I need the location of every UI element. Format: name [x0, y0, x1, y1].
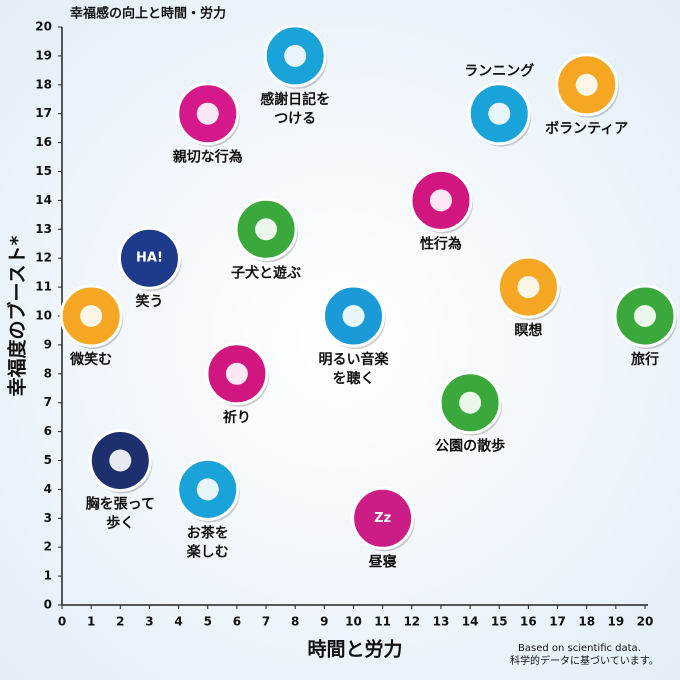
y-tick-label: 0 [44, 598, 52, 612]
x-tick-label: 15 [491, 615, 508, 629]
point-label: を聴く [333, 371, 375, 387]
x-tick-label: 3 [145, 615, 153, 629]
icon-glyph [517, 276, 540, 299]
x-tick-label: 0 [58, 615, 66, 629]
x-tick-label: 13 [433, 615, 450, 629]
point-label: 公園の散歩 [435, 438, 505, 455]
y-tick-label: 5 [44, 453, 52, 467]
icon-glyph [196, 478, 219, 501]
point-label: 明るい音楽 [319, 351, 390, 368]
chart-title: 幸福感の向上と時間・労力 [70, 6, 226, 22]
icon-glyph [284, 44, 307, 67]
x-tick-label: 19 [607, 615, 624, 629]
y-axis-label: 幸福度のブースト* [6, 235, 29, 396]
y-tick-label: 19 [35, 48, 52, 62]
point-label: 子犬と遊ぶ [231, 264, 301, 281]
icon-glyph [80, 305, 103, 327]
y-tick-label: 13 [35, 222, 52, 236]
x-tick-label: 6 [233, 615, 241, 629]
x-tick-label: 8 [291, 615, 299, 629]
y-tick-label: 9 [44, 337, 52, 351]
footnote: Based on scientific data. [518, 643, 641, 654]
point-label: 楽しむ [186, 543, 229, 560]
icon-glyph [196, 102, 219, 125]
point-label: ランニング [464, 63, 534, 80]
x-tick-label: 2 [116, 615, 124, 629]
y-tick-label: 10 [35, 309, 52, 323]
x-tick-label: 7 [262, 615, 270, 629]
point-label: 微笑む [69, 351, 112, 368]
y-tick-label: 1 [44, 569, 52, 583]
point-label: 笑う [135, 293, 163, 310]
y-tick-label: 20 [35, 20, 52, 34]
icon-text: Zz [374, 511, 391, 526]
x-tick-label: 16 [520, 615, 537, 629]
y-tick-label: 6 [44, 424, 52, 438]
point-label: お茶を [187, 524, 229, 541]
point-label: 旅行 [631, 351, 659, 368]
x-tick-label: 4 [174, 615, 182, 629]
point-label: 昼寝 [369, 553, 397, 570]
y-tick-label: 16 [35, 135, 52, 149]
icon-glyph [109, 449, 132, 472]
x-tick-label: 20 [637, 615, 654, 629]
icon-glyph [459, 391, 482, 414]
y-tick-label: 3 [44, 511, 52, 525]
icon-glyph [429, 189, 452, 212]
x-tick-label: 10 [345, 615, 362, 629]
point-label: 瞑想 [514, 322, 542, 339]
y-tick-label: 17 [35, 106, 52, 120]
x-tick-label: 9 [320, 615, 328, 629]
x-tick-label: 12 [403, 615, 420, 629]
y-tick-label: 2 [44, 540, 52, 554]
icon-glyph [488, 102, 511, 125]
x-axis-label: 時間と労力 [307, 638, 402, 661]
point-label: ボランティア [545, 121, 628, 137]
y-tick-label: 7 [44, 395, 52, 409]
icon-glyph [342, 305, 365, 327]
point-label: 祈り [223, 409, 251, 426]
x-tick-label: 11 [374, 615, 391, 629]
point-label: つける [274, 111, 316, 127]
y-tick-label: 8 [44, 366, 52, 380]
point-label: 胸を張って [86, 496, 155, 513]
point-label: 感謝日記を [260, 91, 330, 108]
icon-text: HA! [136, 251, 163, 266]
x-tick-label: 1 [87, 615, 95, 629]
icon-glyph [255, 218, 278, 241]
x-tick-label: 5 [204, 615, 212, 629]
y-tick-label: 18 [35, 77, 52, 91]
point-label: 親切な行為 [173, 149, 243, 166]
x-tick-label: 18 [578, 615, 595, 629]
y-tick-label: 15 [35, 164, 52, 178]
point-label: 性行為 [420, 235, 462, 252]
y-tick-label: 12 [35, 251, 52, 265]
point [117, 226, 181, 290]
x-tick-label: 17 [549, 615, 566, 629]
y-tick-label: 14 [35, 193, 52, 207]
point-label: 歩く [106, 515, 134, 532]
point [351, 486, 415, 550]
icon-glyph [225, 362, 248, 385]
icon-glyph [575, 73, 598, 96]
x-tick-label: 14 [462, 615, 479, 629]
icon-glyph [634, 305, 656, 327]
y-tick-label: 4 [44, 482, 52, 496]
footnote: 科学的データに基づいています。 [510, 654, 659, 667]
y-tick-label: 11 [35, 280, 52, 294]
